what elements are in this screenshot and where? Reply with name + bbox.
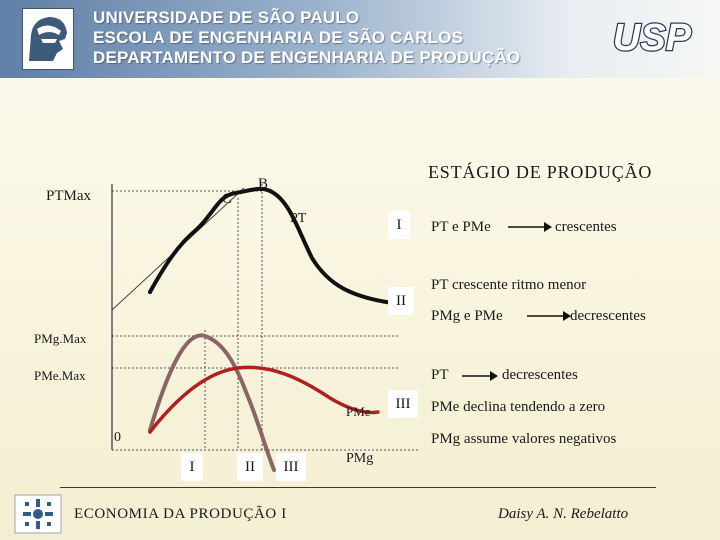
stage2-text-right: decrescentes bbox=[570, 308, 646, 324]
ptmax-label: PTMax bbox=[46, 188, 91, 204]
header-university: UNIVERSIDADE DE SÃO PAULO bbox=[93, 8, 360, 27]
stage3-text-line1: PMe declina tendendo a zero bbox=[431, 399, 606, 415]
stage3-text-line2: PMg assume valores negativos bbox=[431, 431, 617, 447]
pt-curve bbox=[148, 186, 402, 306]
header-banner: UNIVERSIDADE DE SÃO PAULO ESCOLA DE ENGE… bbox=[0, 0, 720, 78]
arrow-right-icon bbox=[508, 222, 552, 232]
usp-logo-icon: USP bbox=[612, 16, 693, 58]
stage2-text-left: PMg e PMe bbox=[431, 308, 503, 324]
pme-curve-label: PMe bbox=[346, 404, 371, 419]
point-c-label: C bbox=[222, 191, 233, 207]
graph-stage-2-box: II bbox=[237, 453, 263, 481]
arrow-right-icon bbox=[527, 311, 571, 321]
legend-stage-2-box: II bbox=[388, 287, 414, 315]
pt-start-point bbox=[148, 290, 152, 294]
svg-text:USP: USP bbox=[613, 17, 692, 58]
department-logo-icon bbox=[14, 494, 62, 534]
pmemax-label: PMe.Max bbox=[34, 368, 86, 383]
university-logo-icon bbox=[22, 8, 74, 70]
graph-stage-3-box: III bbox=[276, 453, 306, 481]
stage3-text-right: decrescentes bbox=[502, 367, 578, 383]
stage2-text-line1: PT crescente ritmo menor bbox=[431, 277, 587, 293]
stage3-text-left: PT bbox=[431, 367, 449, 383]
footer-author: Daisy A. N. Rebelatto bbox=[498, 506, 629, 522]
footer-divider bbox=[60, 487, 656, 488]
legend-stage-1-box: I bbox=[388, 211, 410, 239]
pt-curve-label: PT bbox=[290, 211, 307, 226]
header-department: DEPARTAMENTO DE ENGENHARIA DE PRODUÇÃO bbox=[93, 48, 521, 67]
stage-title: ESTÁGIO DE PRODUÇÃO bbox=[428, 162, 653, 182]
footer-course-title: ECONOMIA DA PRODUÇÃO I bbox=[74, 506, 287, 522]
pmgmax-label: PMg.Max bbox=[34, 331, 87, 346]
stage1-text-left: PT e PMe bbox=[431, 219, 491, 235]
legend-stage-3-box: III bbox=[388, 390, 418, 418]
graph-stage-1-box: I bbox=[181, 453, 203, 481]
pmg-curve-label: PMg bbox=[346, 451, 374, 466]
arrow-right-icon bbox=[462, 371, 498, 381]
point-b-label: B bbox=[258, 176, 269, 192]
pme-curve bbox=[148, 365, 380, 434]
pmg-curve bbox=[148, 333, 276, 472]
header-school: ESCOLA DE ENGENHARIA DE SÃO CARLOS bbox=[93, 28, 464, 47]
stage1-text-right: crescentes bbox=[555, 219, 617, 235]
origin-label: 0 bbox=[114, 430, 121, 445]
